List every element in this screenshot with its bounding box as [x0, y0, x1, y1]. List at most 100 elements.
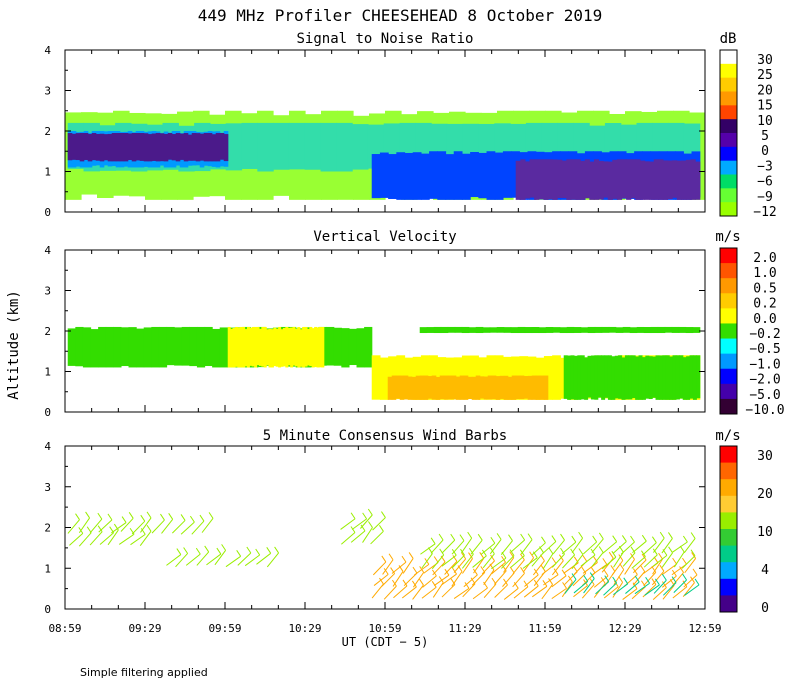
vv-cell: [258, 328, 262, 366]
wind-barb-flag: [433, 556, 439, 563]
wind-barb: [603, 582, 617, 596]
vv-cell: [531, 375, 537, 400]
wind-barb-flag: [481, 549, 487, 557]
vv-cell: [479, 376, 485, 399]
wind-barb: [432, 582, 444, 598]
wind-barb-flag: [651, 566, 657, 573]
vv-cell: [379, 357, 389, 400]
vv-cell: [371, 355, 381, 400]
snr-cell: [207, 133, 213, 162]
wind-barb-flag: [641, 553, 647, 561]
wind-barb-flag: [368, 521, 373, 528]
vv-cell: [275, 328, 279, 367]
vv-cell: [607, 355, 612, 400]
vv-cell: [573, 327, 582, 333]
figure-title: 449 MHz Profiler CHEESEHEAD 8 October 20…: [198, 6, 603, 25]
vv-cell: [475, 326, 484, 334]
snr-cell: [163, 133, 169, 162]
snr-colorbar-swatch: [720, 146, 737, 162]
wind-colorbar-label: 20: [757, 487, 773, 502]
wind-barb-flag: [350, 526, 356, 533]
vv-cell: [90, 329, 99, 368]
snr-ytick-label: 4: [44, 44, 51, 57]
vv-cell: [650, 326, 659, 334]
vv-cell: [423, 375, 429, 400]
wind-barb-flag: [195, 547, 201, 555]
vv-ytick-label: 4: [44, 244, 51, 257]
snr-colorbar-label: −6: [757, 175, 773, 190]
vv-cell: [624, 355, 629, 400]
vv-cell: [158, 326, 168, 368]
wind-barb: [622, 552, 636, 567]
wind-plot-frame: [64, 445, 706, 610]
vv-colorbar-label: 0.2: [753, 297, 776, 312]
snr-cell: [123, 133, 129, 162]
snr-cell: [603, 161, 609, 198]
snr-cell: [151, 133, 157, 161]
wind-barb: [591, 563, 608, 576]
vv-cell: [273, 327, 277, 367]
wind-barb-flag: [578, 548, 584, 555]
snr-cell: [470, 152, 479, 198]
wind-barb-flag: [468, 547, 474, 555]
wind-barb: [653, 537, 665, 553]
wind-colorbar-label: 4: [761, 563, 769, 578]
wind-barb-flag: [189, 515, 195, 523]
vv-colorbar-swatch: [720, 263, 737, 279]
snr-cell: [589, 161, 595, 200]
wind-barb-flag: [583, 575, 589, 582]
wind-barb-flag: [659, 531, 665, 539]
vv-cell: [230, 328, 234, 368]
vv-cell: [510, 327, 519, 334]
wind-barb: [513, 586, 529, 599]
wind-barb-flag: [604, 575, 610, 582]
snr-cell: [103, 134, 109, 161]
wind-barb-flag: [168, 513, 174, 520]
snr-colorbar-swatch: [720, 160, 737, 175]
wind-barb-flag: [128, 512, 134, 519]
vv-cell: [511, 375, 517, 400]
snr-cell: [461, 153, 471, 200]
wind-barb-flag: [412, 566, 418, 574]
wind-colorbar: 30 20 10 4 0: [719, 445, 773, 616]
vv-cell: [189, 326, 198, 367]
wind-barb-flag: [496, 533, 502, 540]
wind-barb-flag: [360, 524, 366, 532]
vv-cell: [669, 356, 674, 400]
snr-cell: [241, 122, 258, 169]
wind-barb: [151, 519, 165, 534]
snr-cell: [437, 151, 447, 200]
vv-cell: [136, 328, 145, 368]
wind-barb-flag: [274, 546, 280, 554]
snr-cell: [584, 159, 590, 199]
vv-cell: [443, 375, 449, 400]
wind-barb: [111, 522, 127, 534]
vv-colorbar-swatch: [720, 368, 737, 385]
vv-cell: [552, 327, 561, 333]
vv-cell: [567, 355, 572, 400]
snr-cell: [199, 133, 205, 161]
snr-cell: [215, 133, 221, 162]
wind-ytick-label: 3: [44, 481, 51, 494]
wind-barb-flag: [651, 536, 657, 543]
vv-cell: [519, 375, 525, 400]
vv-cell: [204, 326, 213, 367]
wind-barb-flag: [85, 511, 90, 519]
wind-barb-flag: [160, 513, 165, 521]
snr-cell: [107, 133, 113, 162]
wind-barb: [432, 561, 446, 576]
vv-colorbar-label: 2.0: [753, 251, 776, 266]
wind-colorbar-unit: m/s: [715, 428, 740, 444]
vv-cell: [232, 327, 236, 368]
wind-barb: [372, 561, 387, 576]
vv-cell: [566, 326, 575, 334]
vv-cell: [246, 326, 250, 368]
y-axis-label: Altitude (km): [6, 290, 22, 400]
snr-title: Signal to Noise Ratio: [296, 31, 473, 47]
wind-barb: [551, 587, 567, 600]
vv-cell: [507, 376, 513, 400]
vv-cell: [105, 326, 114, 368]
vv-cell: [333, 327, 342, 366]
